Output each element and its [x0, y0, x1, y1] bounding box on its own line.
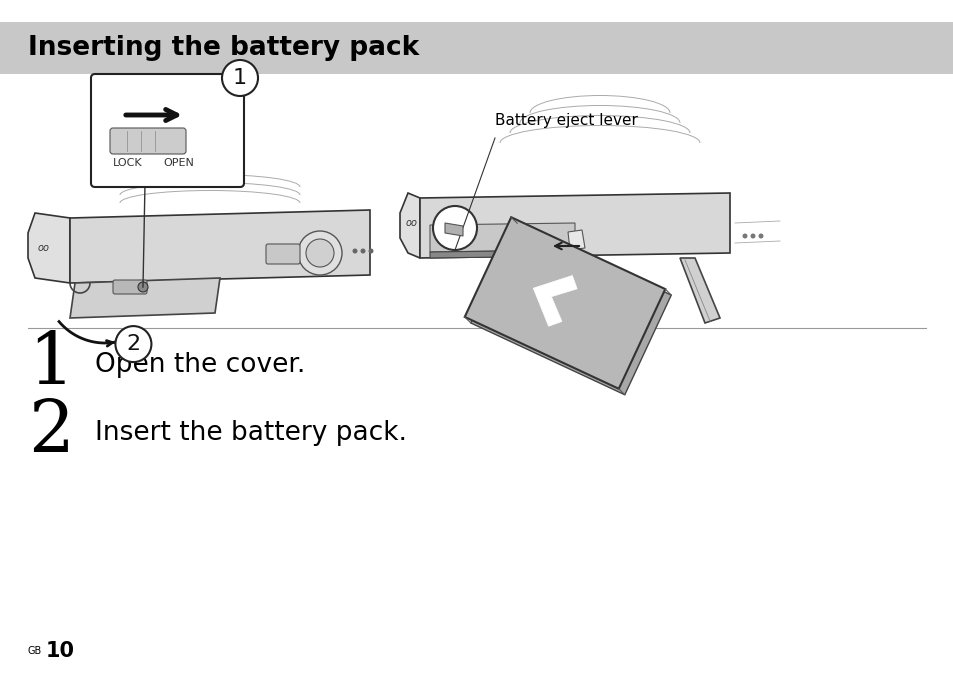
- Circle shape: [750, 234, 755, 238]
- Polygon shape: [567, 230, 584, 250]
- Text: OPEN: OPEN: [163, 158, 193, 168]
- Polygon shape: [464, 217, 664, 389]
- Circle shape: [115, 326, 152, 362]
- Polygon shape: [70, 278, 220, 318]
- Circle shape: [138, 282, 148, 292]
- Text: Open the cover.: Open the cover.: [95, 352, 305, 378]
- Circle shape: [360, 248, 365, 254]
- FancyBboxPatch shape: [112, 280, 147, 294]
- Circle shape: [368, 248, 374, 254]
- Polygon shape: [70, 210, 370, 283]
- FancyBboxPatch shape: [266, 244, 299, 264]
- FancyBboxPatch shape: [91, 74, 244, 187]
- Text: LOCK: LOCK: [112, 158, 143, 168]
- Polygon shape: [679, 258, 720, 323]
- Polygon shape: [533, 275, 577, 326]
- Text: 1: 1: [28, 330, 73, 400]
- Circle shape: [222, 60, 257, 96]
- FancyBboxPatch shape: [110, 128, 186, 154]
- Polygon shape: [419, 193, 729, 258]
- Circle shape: [306, 239, 334, 267]
- Text: Inserting the battery pack: Inserting the battery pack: [28, 35, 418, 61]
- Circle shape: [352, 248, 357, 254]
- Polygon shape: [430, 250, 575, 258]
- Text: 2: 2: [126, 334, 140, 354]
- Text: oo: oo: [38, 243, 50, 253]
- Text: oo: oo: [406, 218, 417, 228]
- Circle shape: [758, 234, 762, 238]
- Polygon shape: [28, 213, 70, 283]
- Polygon shape: [470, 223, 671, 395]
- Polygon shape: [399, 193, 419, 258]
- Text: GB: GB: [28, 646, 42, 656]
- Polygon shape: [430, 223, 575, 252]
- Text: Battery eject lever: Battery eject lever: [495, 113, 638, 128]
- Circle shape: [741, 234, 747, 238]
- Bar: [0, 22, 953, 74]
- Circle shape: [297, 231, 341, 275]
- Text: 1: 1: [233, 68, 247, 88]
- Text: Insert the battery pack.: Insert the battery pack.: [95, 420, 407, 446]
- Text: 10: 10: [46, 641, 75, 661]
- Circle shape: [433, 206, 476, 250]
- Polygon shape: [444, 223, 462, 236]
- Text: 2: 2: [28, 398, 74, 468]
